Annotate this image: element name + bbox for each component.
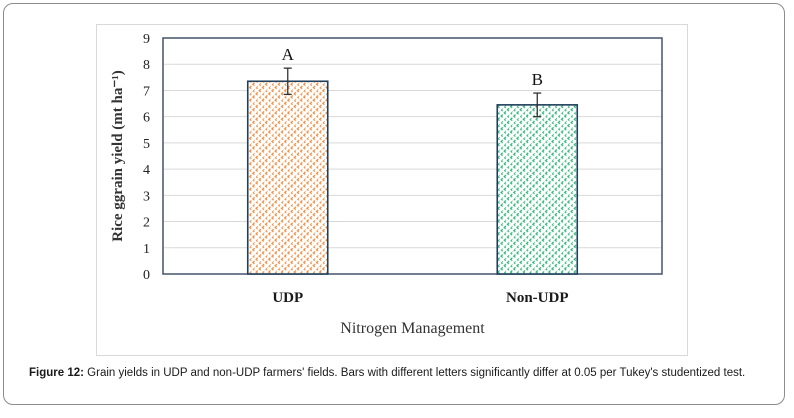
chart-container [96, 24, 688, 356]
figure-caption: Figure 12: Grain yields in UDP and non-U… [29, 366, 779, 380]
y-tick-label: 7 [143, 84, 150, 99]
y-tick-label: 9 [143, 32, 150, 47]
y-tick-label: 1 [143, 242, 150, 257]
y-tick-label: 6 [143, 111, 150, 126]
y-tick-label: 8 [143, 58, 150, 73]
figure-frame: Figure 12: Grain yields in UDP and non-U… [3, 3, 785, 405]
plot-area-border [162, 37, 663, 275]
y-tick-label: 5 [143, 137, 150, 152]
caption-label: Figure 12: [29, 367, 84, 379]
y-tick-label: 2 [143, 216, 150, 231]
x-tick-label: Non-UDP [506, 290, 569, 306]
bar-udp [246, 80, 329, 275]
y-axis-title: Rice ggrain yield (mt ha⁻¹) [110, 70, 126, 242]
significance-letter: B [532, 70, 543, 89]
x-tick-label: UDP [272, 290, 303, 306]
y-tick-label: 0 [143, 268, 150, 283]
x-axis-title: Nitrogen Management [340, 320, 485, 337]
bar-non-udp [496, 104, 579, 275]
caption-text: Grain yields in UDP and non-UDP farmers'… [87, 367, 746, 379]
y-tick-label: 4 [143, 163, 150, 178]
significance-letter: A [282, 45, 295, 64]
y-tick-label: 3 [143, 189, 150, 204]
